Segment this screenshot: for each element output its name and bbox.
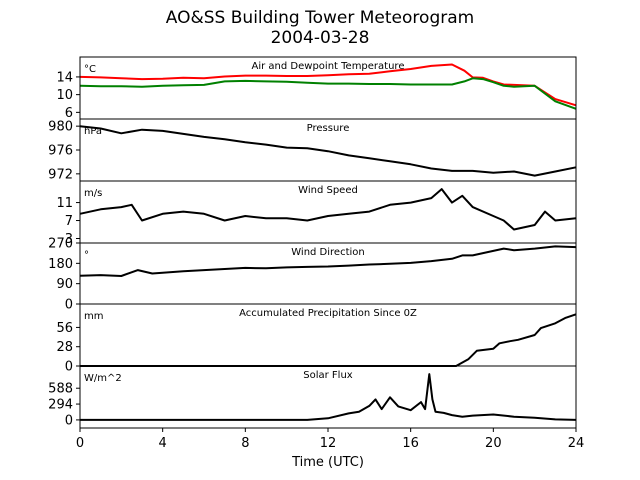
series-line-5-1 xyxy=(80,313,577,367)
y-tick-label-4-1: 0 xyxy=(65,298,73,313)
series-line-6-1 xyxy=(80,373,577,421)
y-tick-label-2-3: 980 xyxy=(48,120,73,135)
panel-title-4: Wind Direction xyxy=(291,247,365,258)
panel-title-5: Accumulated Precipitation Since 0Z xyxy=(239,308,417,319)
x-tick-label-2: 4 xyxy=(159,436,167,451)
x-tick-label-1: 0 xyxy=(76,436,84,451)
unit-label-5: mm xyxy=(84,311,103,322)
y-tick-label-3-2: 7 xyxy=(65,214,73,229)
x-axis-label: Time (UTC) xyxy=(291,455,364,470)
y-tick-label-3-1: 3 xyxy=(65,232,73,247)
panel-title-3: Wind Speed xyxy=(298,185,358,196)
series-line-1-2 xyxy=(79,77,577,110)
y-tick-label-3-3: 11 xyxy=(56,196,73,211)
x-tick-label-3: 8 xyxy=(241,436,249,451)
x-tick-label-4: 12 xyxy=(320,436,337,451)
y-tick-label-6-3: 588 xyxy=(48,382,73,397)
y-tick-label-4-4: 270 xyxy=(48,237,73,252)
y-tick-label-5-1: 0 xyxy=(65,360,73,375)
x-tick-label-6: 20 xyxy=(485,436,502,451)
unit-label-3: m/s xyxy=(84,188,102,199)
figure-subtitle: 2004-03-28 xyxy=(270,28,370,48)
y-tick-label-4-2: 90 xyxy=(56,277,73,292)
unit-label-1: °C xyxy=(84,64,96,75)
y-tick-label-2-2: 976 xyxy=(48,144,73,159)
y-tick-label-5-2: 28 xyxy=(56,340,73,355)
x-tick-label-7: 24 xyxy=(568,436,585,451)
y-tick-label-2-1: 972 xyxy=(48,167,73,182)
y-tick-label-4-3: 180 xyxy=(48,257,73,272)
y-tick-label-1-3: 14 xyxy=(56,70,73,85)
panel-title-2: Pressure xyxy=(307,123,350,134)
y-tick-label-1-2: 10 xyxy=(56,88,73,103)
series-line-2-1 xyxy=(79,125,577,177)
panel-title-1: Air and Dewpoint Temperature xyxy=(252,61,405,72)
y-tick-label-5-3: 56 xyxy=(56,321,73,336)
series-line-3-1 xyxy=(79,188,577,231)
x-tick-label-5: 16 xyxy=(402,436,419,451)
figure-title: AO&SS Building Tower Meteorogram xyxy=(165,8,475,28)
unit-label-2: hPa xyxy=(84,126,102,137)
y-tick-label-6-2: 294 xyxy=(48,398,73,413)
y-tick-label-6-1: 0 xyxy=(65,413,73,428)
unit-label-4: ° xyxy=(84,250,89,261)
y-tick-label-1-1: 6 xyxy=(65,106,73,121)
panel-title-6: Solar Flux xyxy=(303,370,353,381)
series-line-4-1 xyxy=(79,245,577,277)
unit-label-6: W/m^2 xyxy=(84,373,122,384)
